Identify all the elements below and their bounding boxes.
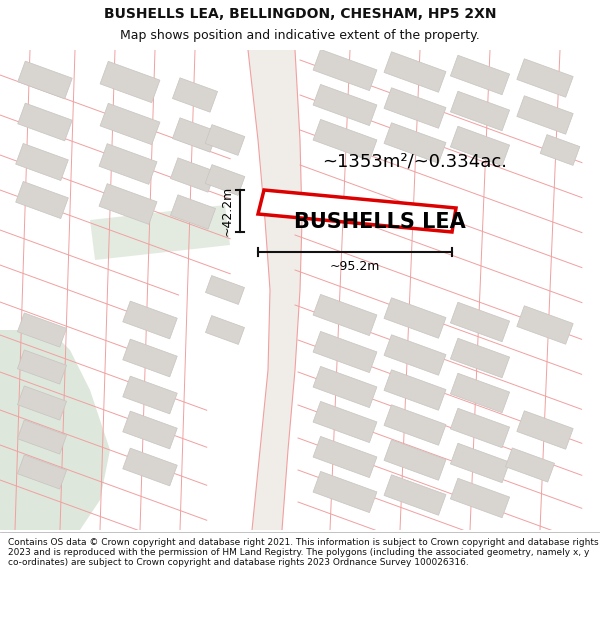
Polygon shape: [540, 134, 580, 166]
Polygon shape: [123, 376, 177, 414]
Polygon shape: [16, 181, 68, 219]
Polygon shape: [18, 61, 72, 99]
Text: ~42.2m: ~42.2m: [221, 186, 234, 236]
Polygon shape: [99, 184, 157, 224]
Text: Contains OS data © Crown copyright and database right 2021. This information is : Contains OS data © Crown copyright and d…: [8, 538, 598, 568]
Polygon shape: [205, 276, 245, 304]
Polygon shape: [17, 420, 67, 454]
Polygon shape: [99, 144, 157, 184]
Polygon shape: [18, 103, 72, 141]
Polygon shape: [0, 330, 110, 530]
Polygon shape: [451, 302, 509, 342]
Polygon shape: [313, 366, 377, 408]
Polygon shape: [384, 298, 446, 338]
Polygon shape: [313, 49, 377, 91]
Polygon shape: [384, 335, 446, 375]
Polygon shape: [248, 50, 302, 530]
Polygon shape: [205, 316, 245, 344]
Polygon shape: [517, 96, 573, 134]
Polygon shape: [17, 455, 67, 489]
Polygon shape: [123, 448, 177, 486]
Polygon shape: [172, 78, 218, 112]
Polygon shape: [517, 59, 573, 98]
Polygon shape: [384, 122, 446, 163]
Polygon shape: [17, 313, 67, 347]
Polygon shape: [313, 401, 377, 442]
Text: Map shows position and indicative extent of the property.: Map shows position and indicative extent…: [120, 29, 480, 42]
Text: BUSHELLS LEA: BUSHELLS LEA: [294, 212, 466, 232]
Polygon shape: [100, 103, 160, 144]
Text: ~1353m²/~0.334ac.: ~1353m²/~0.334ac.: [323, 153, 508, 171]
Polygon shape: [384, 88, 446, 128]
Polygon shape: [451, 126, 509, 166]
Polygon shape: [517, 411, 573, 449]
Polygon shape: [123, 339, 177, 377]
Polygon shape: [517, 306, 573, 344]
Polygon shape: [123, 411, 177, 449]
Polygon shape: [205, 164, 245, 196]
Polygon shape: [258, 190, 456, 232]
Polygon shape: [313, 119, 377, 161]
Polygon shape: [170, 158, 215, 192]
Text: ~95.2m: ~95.2m: [330, 260, 380, 273]
Polygon shape: [384, 475, 446, 515]
Polygon shape: [16, 144, 68, 181]
Polygon shape: [205, 124, 245, 156]
Polygon shape: [451, 478, 509, 518]
Polygon shape: [313, 294, 377, 336]
Polygon shape: [451, 55, 509, 95]
Polygon shape: [384, 370, 446, 410]
Polygon shape: [505, 448, 554, 482]
Polygon shape: [451, 408, 509, 447]
Polygon shape: [384, 405, 446, 445]
Text: BUSHELLS LEA, BELLINGDON, CHESHAM, HP5 2XN: BUSHELLS LEA, BELLINGDON, CHESHAM, HP5 2…: [104, 7, 496, 21]
Polygon shape: [384, 52, 446, 92]
Polygon shape: [172, 118, 218, 152]
Polygon shape: [313, 436, 377, 478]
Polygon shape: [451, 373, 509, 413]
Polygon shape: [90, 205, 230, 260]
Polygon shape: [100, 61, 160, 102]
Polygon shape: [451, 443, 509, 483]
Polygon shape: [313, 84, 377, 126]
Polygon shape: [384, 440, 446, 480]
Polygon shape: [451, 338, 509, 377]
Polygon shape: [123, 301, 177, 339]
Polygon shape: [313, 331, 377, 372]
Polygon shape: [313, 471, 377, 512]
Polygon shape: [17, 386, 67, 420]
Polygon shape: [17, 350, 67, 384]
Polygon shape: [170, 195, 215, 229]
Polygon shape: [451, 91, 509, 131]
